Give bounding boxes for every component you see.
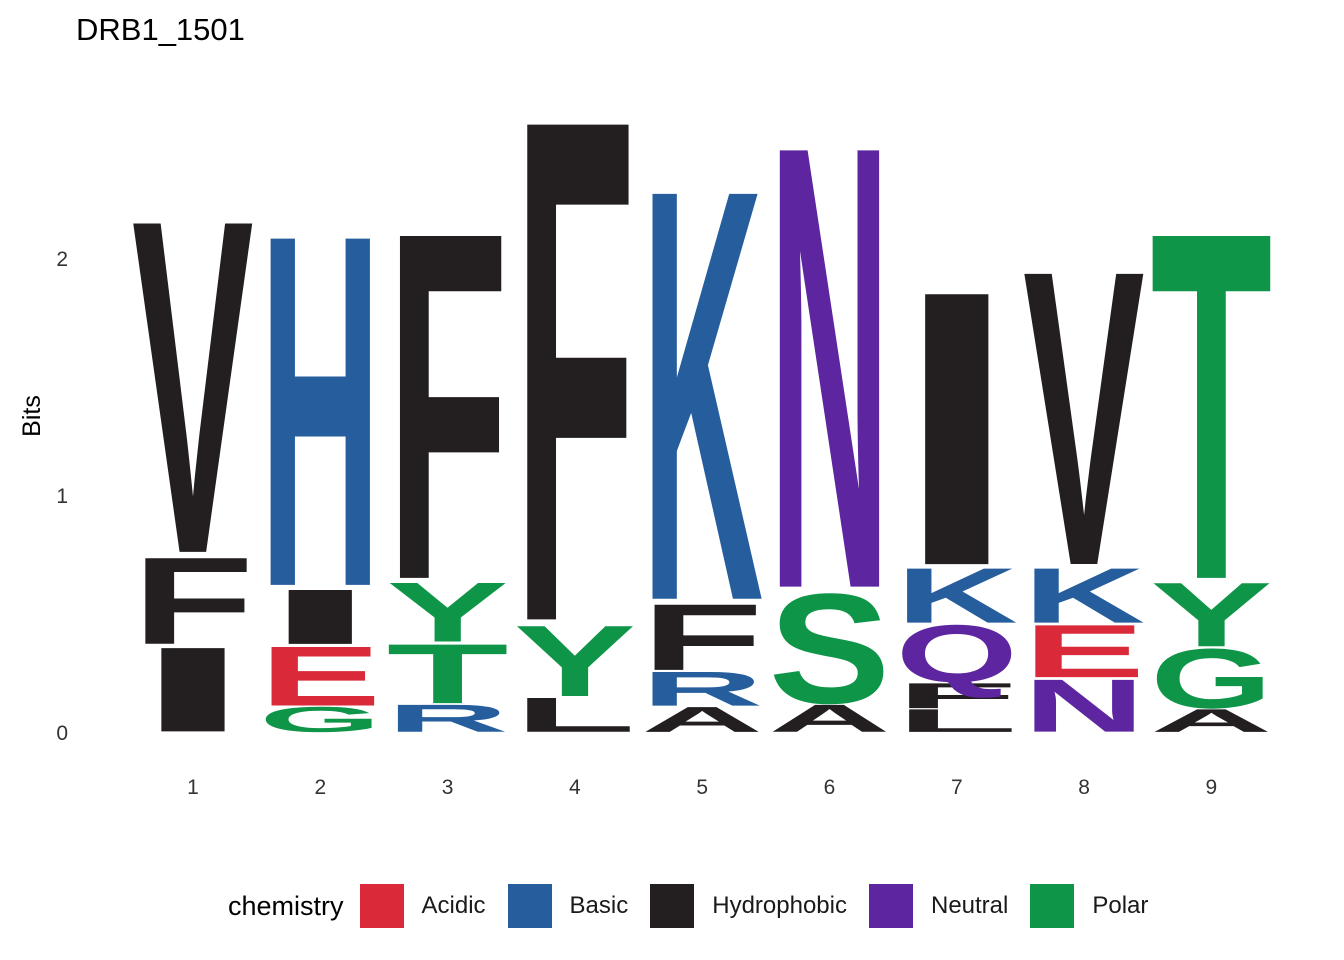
logo-letter-t: T	[387, 626, 509, 721]
legend-swatch	[359, 884, 404, 928]
logo-letter-l: L	[896, 702, 1018, 739]
logo-letter-r: R	[641, 662, 763, 717]
legend-swatch	[868, 884, 913, 928]
legend-item-hydrophobic: Hydrophobic	[650, 884, 847, 928]
logo-letter-v: V	[1023, 182, 1145, 653]
logo-letter-f: F	[387, 129, 509, 684]
y-tick-label: 1	[56, 485, 68, 508]
x-tick-label: 9	[1206, 776, 1218, 799]
chart-title: DRB1_1501	[76, 12, 245, 47]
logo-letter-q: Q	[896, 609, 1018, 700]
y-axis-label: Bits	[18, 395, 46, 437]
legend-item-polar: Polar	[1030, 884, 1148, 928]
logo-letter-a: A	[1150, 702, 1272, 739]
logo-letter-k: K	[896, 552, 1018, 640]
logo-letter-s: S	[769, 562, 891, 737]
legend: chemistry Acidic Basic Hydrophobic Neutral P…	[228, 880, 1170, 932]
y-tick-label: 0	[56, 722, 68, 745]
legend-swatch	[650, 884, 695, 928]
logo-letter-e: E	[1023, 609, 1145, 693]
logo-letter-i: I	[896, 210, 1018, 648]
logo-letter-i: I	[132, 622, 254, 757]
logo-letter-f: F	[896, 676, 1018, 716]
x-tick-label: 5	[696, 776, 708, 799]
x-tick-label: 7	[951, 776, 963, 799]
legend-label: Hydrophobic	[712, 892, 847, 919]
legend-swatch	[1030, 884, 1075, 928]
x-tick-label: 2	[314, 776, 326, 799]
logo-letter-r: R	[387, 696, 509, 740]
logo-letter-t: T	[1150, 129, 1272, 684]
legend-swatch	[507, 884, 552, 928]
x-tick-label: 3	[442, 776, 454, 799]
logo-letter-a: A	[641, 699, 763, 739]
logo-letter-y: Y	[387, 565, 509, 660]
legend-label: Neutral	[930, 892, 1009, 919]
logo-letter-h: H	[259, 129, 381, 692]
legend-label: Acidic	[421, 892, 486, 919]
logo-letter-f: F	[641, 585, 763, 691]
x-tick-label: 4	[569, 776, 581, 799]
logo-letter-g: G	[259, 700, 381, 740]
logo-letter-l: L	[514, 687, 636, 742]
logo-letter-y: Y	[1150, 563, 1272, 666]
x-tick-label: 6	[824, 776, 836, 799]
logo-letter-f: F	[132, 532, 254, 671]
x-tick-label: 1	[187, 776, 199, 799]
logo-letter-y: Y	[514, 605, 636, 718]
logo-letter-n: N	[1023, 664, 1145, 748]
x-axis: 1 2 3 4 5 6 7 8 9	[187, 776, 1217, 799]
legend-title: chemistry	[228, 890, 344, 921]
logo-letter-n: N	[769, 14, 891, 722]
logo-letter-k: K	[1023, 552, 1145, 640]
y-axis: 0 1 2	[56, 248, 68, 745]
logo-letter-i: I	[259, 573, 381, 661]
legend-label: Polar	[1092, 892, 1149, 919]
x-tick-label: 8	[1078, 776, 1090, 799]
legend-label: Basic	[569, 892, 629, 919]
y-tick-label: 2	[56, 248, 68, 271]
logo-letter-v: V	[132, 120, 254, 654]
logo-letter-g: G	[1150, 631, 1272, 726]
legend-item-basic: Basic	[507, 884, 629, 928]
logo-letter-f: F	[514, 0, 636, 772]
legend-item-neutral: Neutral	[868, 884, 1009, 928]
logo-letter-e: E	[259, 629, 381, 724]
logo-letter-a: A	[769, 696, 891, 740]
legend-item-acidic: Acidic	[359, 884, 486, 928]
logo-letter-k: K	[641, 66, 763, 724]
